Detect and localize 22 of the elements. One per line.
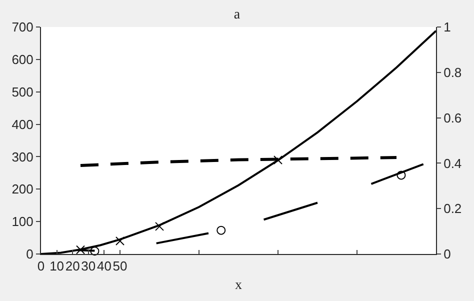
y-tick-label: 400 <box>12 116 34 132</box>
y2-tick-label: 1 <box>444 20 451 35</box>
y-tick-label: 300 <box>12 149 34 164</box>
y-tick-label: 100 <box>12 214 34 230</box>
y2-tick-label: 0.2 <box>444 201 462 216</box>
y2-tick-label: 0.6 <box>444 110 462 126</box>
y-tick-label: 0 <box>26 246 34 262</box>
x-tick-label: 20 <box>65 258 80 274</box>
chart-title: a <box>234 7 241 22</box>
x-tick-label: 30 <box>81 258 96 274</box>
y-tick-label: 700 <box>12 20 34 35</box>
y-tick-label: 500 <box>12 84 34 100</box>
y2-tick-label: 0.8 <box>444 64 462 80</box>
y2-tick-label: 0 <box>444 246 451 262</box>
x-tick-label: 50 <box>112 258 128 274</box>
x-axis-title: x <box>235 278 242 293</box>
x-tick-label: 10 <box>50 258 64 274</box>
y-tick-label: 600 <box>12 52 34 67</box>
x-tick-label: 40 <box>96 258 112 274</box>
x-tick-label: 0 <box>37 258 45 274</box>
y-tick-label: 200 <box>12 182 34 197</box>
y2-tick-label: 0.4 <box>444 156 462 171</box>
